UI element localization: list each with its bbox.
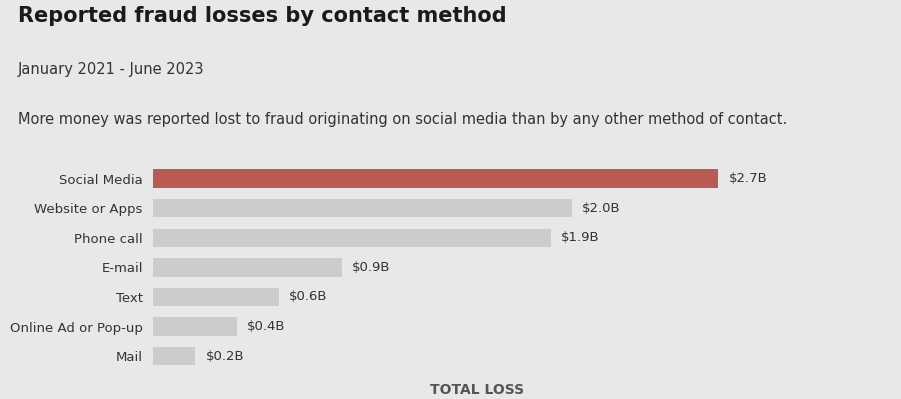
Text: Reported fraud losses by contact method: Reported fraud losses by contact method: [18, 6, 506, 26]
Text: $0.9B: $0.9B: [352, 261, 390, 274]
Text: $0.6B: $0.6B: [289, 290, 328, 303]
Text: $2.7B: $2.7B: [729, 172, 768, 185]
Bar: [153, 170, 718, 188]
Text: January 2021 - June 2023: January 2021 - June 2023: [18, 62, 205, 77]
Text: $0.4B: $0.4B: [248, 320, 286, 333]
Text: $2.0B: $2.0B: [582, 201, 621, 215]
Text: $0.2B: $0.2B: [205, 350, 244, 363]
X-axis label: TOTAL LOSS: TOTAL LOSS: [431, 383, 524, 397]
Text: $1.9B: $1.9B: [561, 231, 600, 244]
Bar: [153, 229, 551, 247]
Bar: [153, 258, 341, 277]
Bar: [153, 347, 195, 365]
Bar: [153, 199, 572, 217]
Bar: [153, 288, 278, 306]
Text: More money was reported lost to fraud originating on social media than by any ot: More money was reported lost to fraud or…: [18, 112, 787, 127]
Bar: [153, 317, 237, 336]
